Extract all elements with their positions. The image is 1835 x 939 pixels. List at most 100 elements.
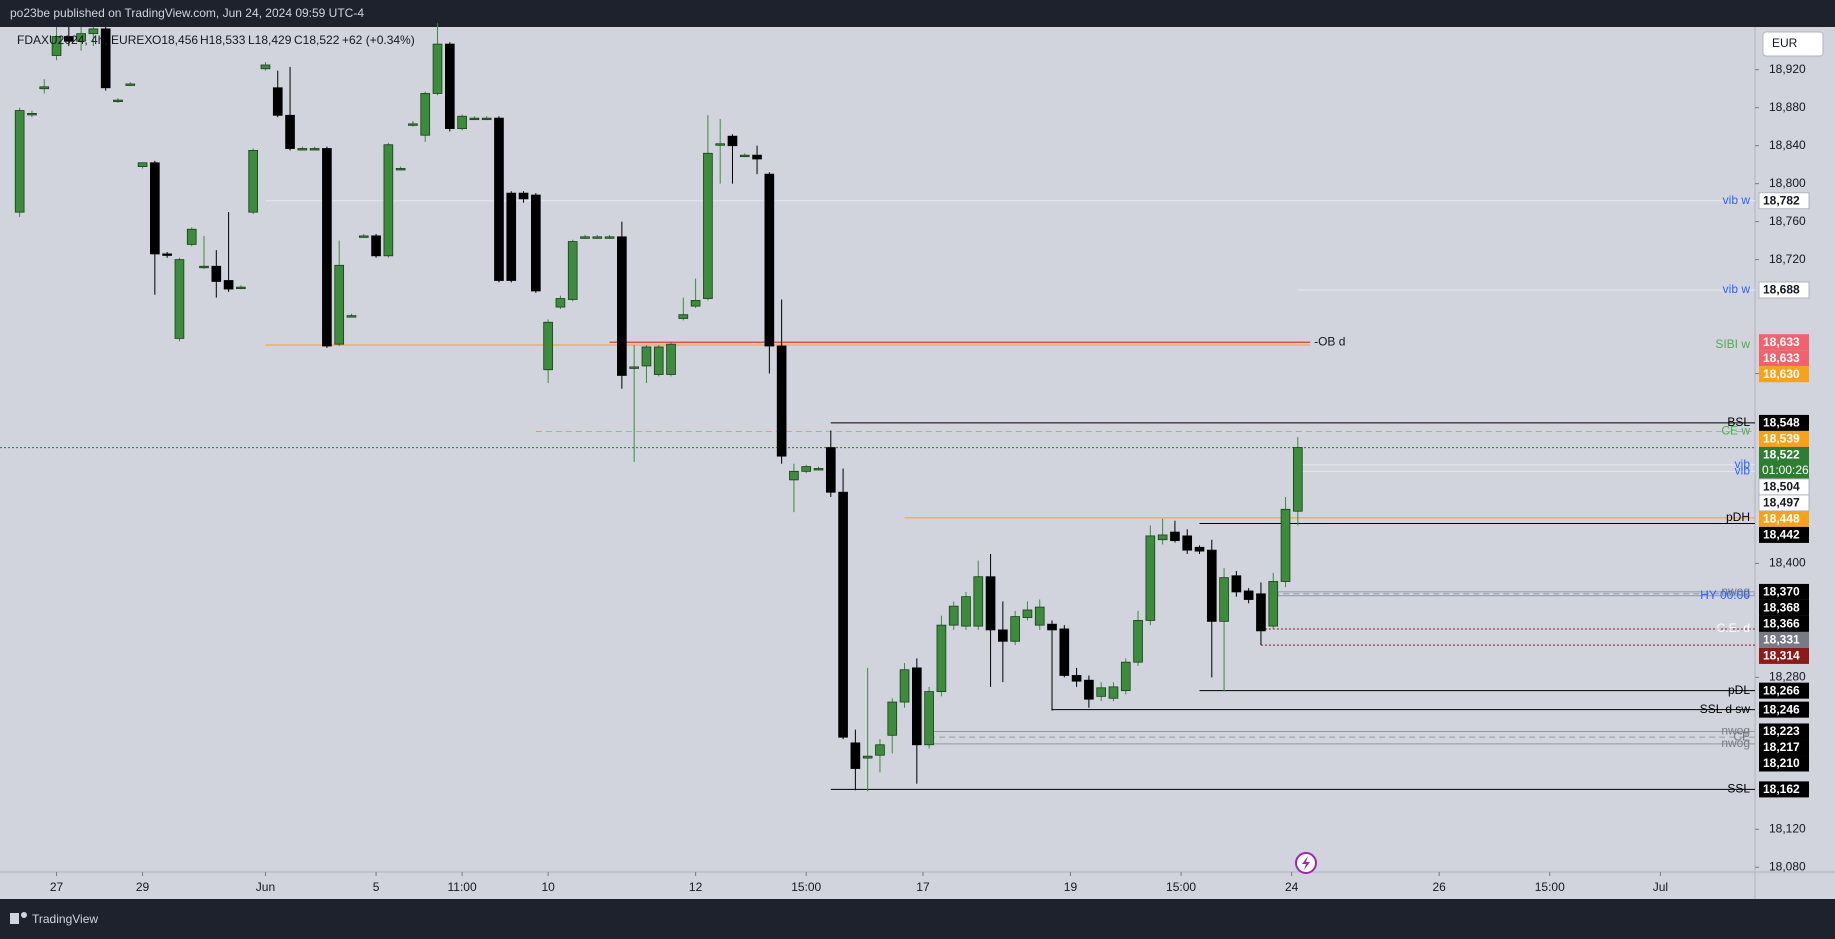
price-label-bg [1759, 350, 1809, 367]
level-tag: CE [1733, 729, 1750, 743]
candle-body [1047, 623, 1057, 631]
price-label: 18,497 [1763, 496, 1800, 510]
price-label-bg [1759, 599, 1809, 616]
legend-low: L18,429 [248, 33, 292, 47]
level-tag: vib [1735, 457, 1751, 471]
x-tick-label: Jul [1653, 880, 1668, 894]
level-tag: BSL [1727, 415, 1750, 429]
level-tag: nwog [1721, 584, 1750, 598]
publish-header: po23be published on TradingView.com, Jun… [10, 6, 364, 20]
price-label-bg [1759, 366, 1809, 383]
currency[interactable]: EUR [1772, 36, 1798, 50]
candle-body [1108, 686, 1119, 699]
price-label: 18,633 [1763, 335, 1800, 349]
candle-body [113, 99, 123, 103]
candle-body [371, 235, 381, 257]
candle-body [1256, 593, 1266, 632]
x-tick-label: 12 [689, 880, 703, 894]
price-label: 18,548 [1763, 416, 1800, 430]
price-label: 18,522 [1763, 448, 1800, 462]
brand-logo [10, 912, 27, 924]
legend-symbol: FDAXU2024, 4h, EUREX [17, 33, 152, 47]
candle-body [27, 112, 37, 116]
candle-body [1120, 661, 1131, 692]
replay-icon[interactable] [1295, 852, 1317, 874]
candle-body [346, 315, 357, 318]
y-tick-label: 18,800 [1769, 176, 1806, 190]
y-tick-label: 18,840 [1769, 138, 1806, 152]
candle-body [1280, 508, 1291, 582]
x-tick-label: 15:00 [1166, 880, 1196, 894]
price-label-bg [1759, 781, 1809, 798]
price-label-bg [1758, 192, 1810, 210]
currency-button[interactable] [1762, 31, 1824, 57]
candle-body [739, 154, 750, 158]
candle-body [100, 28, 111, 89]
price-label: 18,630 [1763, 367, 1800, 381]
candle-body [518, 192, 529, 200]
price-label: 18,217 [1763, 740, 1800, 754]
candle-body [1145, 535, 1156, 621]
level-tag: SSL [1727, 782, 1750, 796]
candle-body [14, 110, 25, 213]
candle-body [1157, 534, 1168, 541]
candle-body [850, 742, 861, 769]
price-label: 18,210 [1763, 756, 1800, 770]
top-bar [0, 0, 1835, 27]
candle-body [1292, 447, 1303, 512]
price-label-bg [1759, 446, 1809, 479]
candle-body [727, 135, 738, 147]
level-tag: vib [1735, 464, 1751, 478]
candle-body [162, 253, 172, 256]
legend-change: +62 (+0.34%) [342, 33, 415, 47]
candle-body [1034, 606, 1045, 626]
level-tag: nwog [1721, 736, 1750, 750]
price-label-bg [1759, 510, 1809, 527]
candle-body [973, 576, 984, 627]
legend-open: O18,456 [152, 33, 198, 47]
candle-body [494, 117, 504, 281]
level-tag: C.E. d [1717, 621, 1750, 635]
candle-body [174, 259, 185, 339]
candle-body [260, 64, 271, 70]
price-label: 18,266 [1763, 683, 1800, 697]
price-label-bg [1759, 615, 1809, 632]
legend-close: C18,522 [294, 33, 340, 47]
y-tick-label: 18,120 [1769, 821, 1806, 835]
level-tag: HY 00:00 [1700, 588, 1750, 602]
candle-body [1059, 628, 1070, 676]
candle-body [285, 114, 295, 149]
candle-body [653, 346, 664, 375]
price-label: 18,442 [1763, 528, 1800, 542]
price-label-bg [1759, 755, 1809, 772]
candle-body [825, 447, 836, 493]
level-tag: vib w [1723, 282, 1751, 296]
price-label: 18,782 [1763, 193, 1800, 207]
candle-body [322, 148, 332, 347]
candle-body [457, 115, 467, 129]
candle-body [555, 298, 566, 308]
candle-body [1268, 581, 1279, 627]
candle-body [912, 667, 922, 746]
candle-body [936, 624, 947, 693]
price-label-bg [1759, 334, 1809, 351]
candle-body [862, 755, 873, 759]
x-tick-label: Jun [256, 880, 275, 894]
candle-body [420, 93, 431, 136]
candle-body [985, 576, 996, 631]
candle-body [838, 491, 848, 738]
candle-body [875, 744, 885, 756]
price-label-bg [1759, 647, 1809, 664]
x-tick-label: 17 [916, 880, 930, 894]
candle-body [1022, 609, 1033, 618]
price-label: 18,539 [1763, 432, 1800, 446]
price-label-bg [1759, 414, 1809, 431]
price-label: 18,366 [1763, 617, 1800, 631]
candle-body [51, 36, 62, 56]
candle-body [899, 669, 910, 703]
candle-body [383, 144, 394, 257]
candle-body [801, 466, 812, 472]
y-tick-label: 18,080 [1769, 859, 1806, 873]
price-label: 18,688 [1763, 283, 1800, 297]
